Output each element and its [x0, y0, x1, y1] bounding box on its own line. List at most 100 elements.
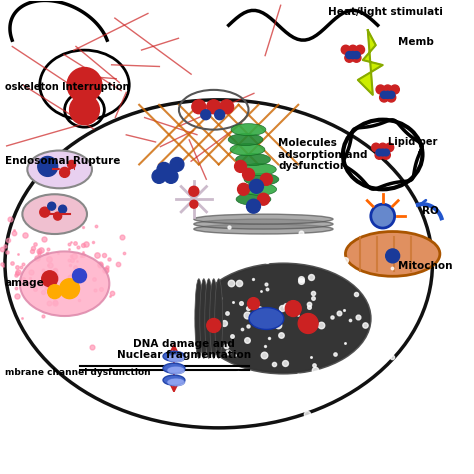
Circle shape [257, 193, 269, 205]
Ellipse shape [210, 279, 218, 358]
Ellipse shape [241, 164, 276, 175]
Ellipse shape [167, 378, 185, 386]
Text: RO: RO [422, 206, 439, 216]
Circle shape [164, 169, 178, 183]
Circle shape [285, 301, 301, 317]
Circle shape [388, 91, 395, 99]
Text: oskeleton Interruption: oskeleton Interruption [5, 82, 129, 92]
Circle shape [376, 149, 383, 156]
Circle shape [219, 100, 234, 114]
Text: mbrane channel dysfunction: mbrane channel dysfunction [5, 368, 151, 377]
Circle shape [387, 93, 396, 102]
Ellipse shape [195, 279, 203, 358]
Circle shape [381, 91, 388, 99]
Circle shape [189, 186, 199, 196]
Text: Heat/light stimulati: Heat/light stimulati [328, 7, 443, 18]
Ellipse shape [249, 308, 284, 329]
Circle shape [60, 167, 70, 177]
Circle shape [382, 151, 390, 159]
Circle shape [48, 285, 62, 299]
Ellipse shape [242, 183, 277, 195]
Circle shape [190, 200, 198, 208]
Circle shape [207, 100, 221, 114]
Ellipse shape [163, 351, 185, 361]
Circle shape [38, 156, 58, 176]
Circle shape [207, 319, 221, 332]
Text: DNA damage and
Nuclear fragmentation: DNA damage and Nuclear fragmentation [117, 339, 251, 360]
Circle shape [48, 202, 55, 210]
Circle shape [353, 52, 360, 59]
Circle shape [73, 269, 86, 283]
Circle shape [201, 110, 211, 120]
Ellipse shape [236, 193, 271, 205]
Polygon shape [358, 30, 383, 95]
Ellipse shape [27, 151, 92, 188]
Ellipse shape [228, 134, 263, 146]
Circle shape [348, 45, 357, 54]
Ellipse shape [215, 279, 223, 358]
Circle shape [341, 45, 350, 54]
Ellipse shape [194, 214, 333, 224]
Ellipse shape [163, 375, 185, 385]
Circle shape [349, 52, 356, 59]
Circle shape [379, 143, 387, 152]
Circle shape [356, 45, 365, 54]
Circle shape [385, 143, 394, 152]
Circle shape [298, 313, 318, 333]
Circle shape [352, 53, 361, 62]
Ellipse shape [346, 231, 440, 276]
Circle shape [54, 212, 62, 220]
Circle shape [42, 271, 58, 287]
Circle shape [380, 93, 389, 102]
Circle shape [247, 298, 259, 310]
Ellipse shape [67, 67, 102, 102]
Ellipse shape [163, 363, 185, 373]
Text: amage: amage [5, 278, 45, 288]
Circle shape [386, 249, 400, 263]
Ellipse shape [200, 279, 208, 358]
Circle shape [246, 199, 260, 213]
Text: Molecules
adsorption and
dysfunction: Molecules adsorption and dysfunction [278, 138, 368, 172]
Circle shape [70, 95, 100, 125]
Circle shape [383, 149, 390, 156]
Circle shape [346, 52, 353, 59]
Ellipse shape [20, 251, 109, 316]
Circle shape [60, 279, 80, 299]
Circle shape [249, 179, 264, 193]
Ellipse shape [205, 279, 213, 358]
Circle shape [152, 169, 166, 183]
Circle shape [376, 85, 385, 94]
Circle shape [379, 149, 386, 156]
Text: Lipid per: Lipid per [388, 137, 437, 146]
Circle shape [372, 143, 380, 152]
Ellipse shape [167, 354, 185, 362]
Circle shape [237, 183, 249, 195]
Circle shape [68, 161, 75, 168]
Text: Mitochon: Mitochon [398, 261, 452, 271]
Circle shape [235, 161, 246, 173]
Circle shape [383, 85, 392, 94]
Text: Endosomal Rupture: Endosomal Rupture [5, 156, 120, 166]
Ellipse shape [196, 264, 370, 373]
Circle shape [215, 110, 225, 120]
Circle shape [170, 157, 184, 172]
Circle shape [391, 85, 399, 94]
Circle shape [40, 207, 50, 217]
Ellipse shape [22, 194, 87, 234]
Ellipse shape [231, 124, 266, 136]
Circle shape [375, 151, 383, 159]
Circle shape [192, 100, 206, 114]
Circle shape [345, 53, 354, 62]
Circle shape [371, 204, 395, 228]
Circle shape [384, 91, 391, 99]
Ellipse shape [236, 154, 271, 165]
Circle shape [260, 173, 273, 185]
Ellipse shape [244, 173, 279, 185]
Circle shape [59, 205, 67, 213]
Ellipse shape [167, 366, 185, 374]
Ellipse shape [230, 144, 265, 155]
Ellipse shape [194, 219, 333, 229]
Ellipse shape [194, 224, 333, 234]
Text: Memb: Memb [398, 37, 434, 47]
Circle shape [243, 168, 255, 180]
